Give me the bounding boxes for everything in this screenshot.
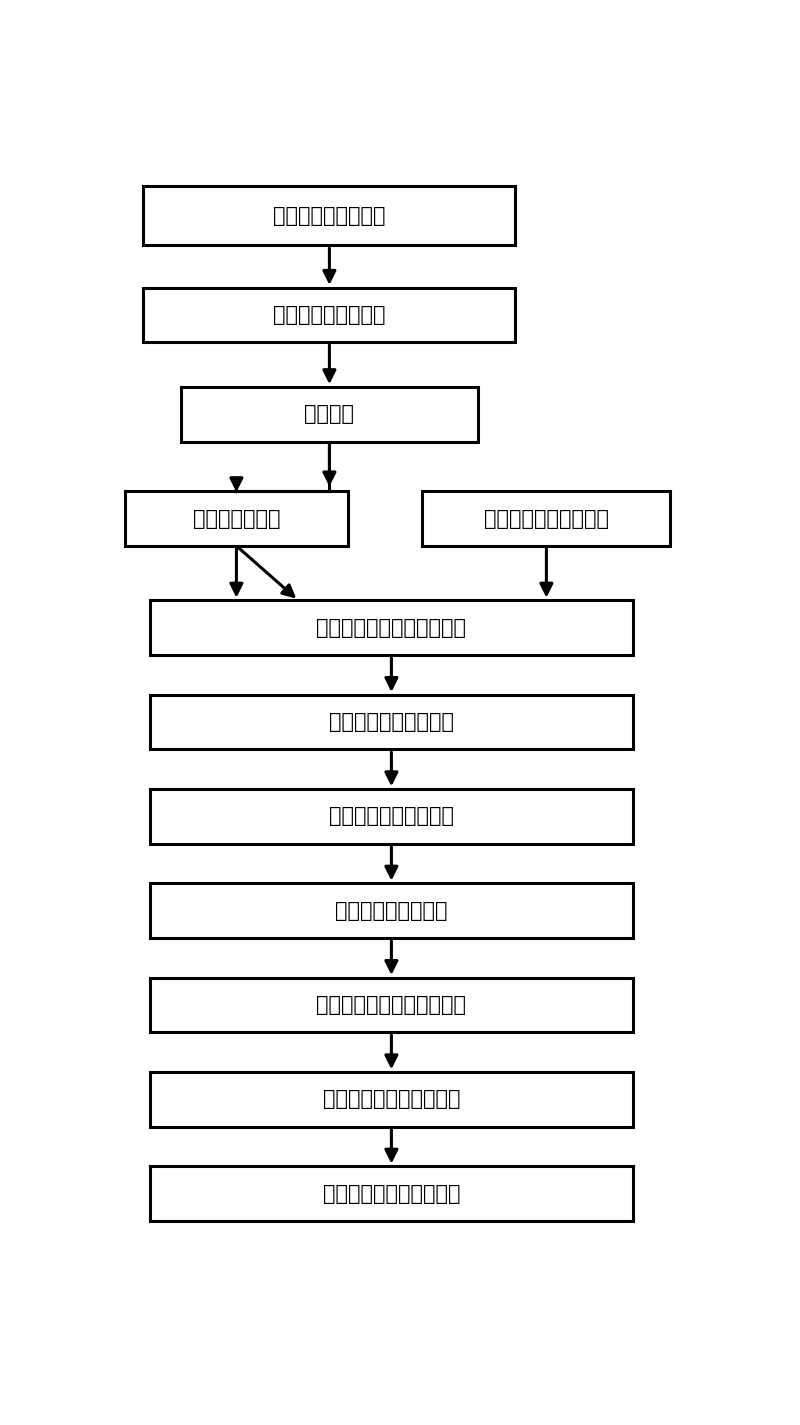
Text: 离心负载骨形态发生蛋白: 离心负载骨形态发生蛋白 (322, 1184, 460, 1204)
Text: 掺银钛酸钠纳米管阵列层: 掺银钛酸钠纳米管阵列层 (322, 1090, 460, 1110)
Text: 化学抛光: 化学抛光 (304, 405, 354, 425)
Bar (422, 492, 670, 546)
Text: 钛酸钠纳米管阵列层: 钛酸钠纳米管阵列层 (335, 901, 448, 921)
Bar (150, 695, 634, 750)
Bar (150, 1072, 634, 1127)
Bar (125, 492, 348, 546)
Bar (150, 884, 634, 938)
Text: 配置电解质，石墨阴极: 配置电解质，石墨阴极 (484, 509, 609, 529)
Bar (150, 1167, 634, 1221)
Text: 钛或钛合金人工牙根: 钛或钛合金人工牙根 (273, 205, 386, 225)
Text: 两步阳极氧化，清洗，干燥: 两步阳极氧化，清洗，干燥 (316, 618, 466, 638)
Text: 水热合成，清洗，干燥: 水热合成，清洗，干燥 (329, 807, 454, 826)
Bar (143, 288, 515, 342)
Text: 离子交换掺银，清洗，干燥: 离子交换掺银，清洗，干燥 (316, 995, 466, 1015)
Bar (150, 600, 634, 656)
Text: 表面磨光，超声清洗: 表面磨光，超声清洗 (273, 305, 386, 325)
Text: 清洗吹干，阳极: 清洗吹干，阳极 (193, 509, 280, 529)
Bar (143, 185, 515, 245)
Bar (181, 388, 478, 442)
Text: 二氧化钛纳米管阵列层: 二氧化钛纳米管阵列层 (329, 712, 454, 732)
Bar (150, 978, 634, 1033)
Bar (150, 789, 634, 844)
